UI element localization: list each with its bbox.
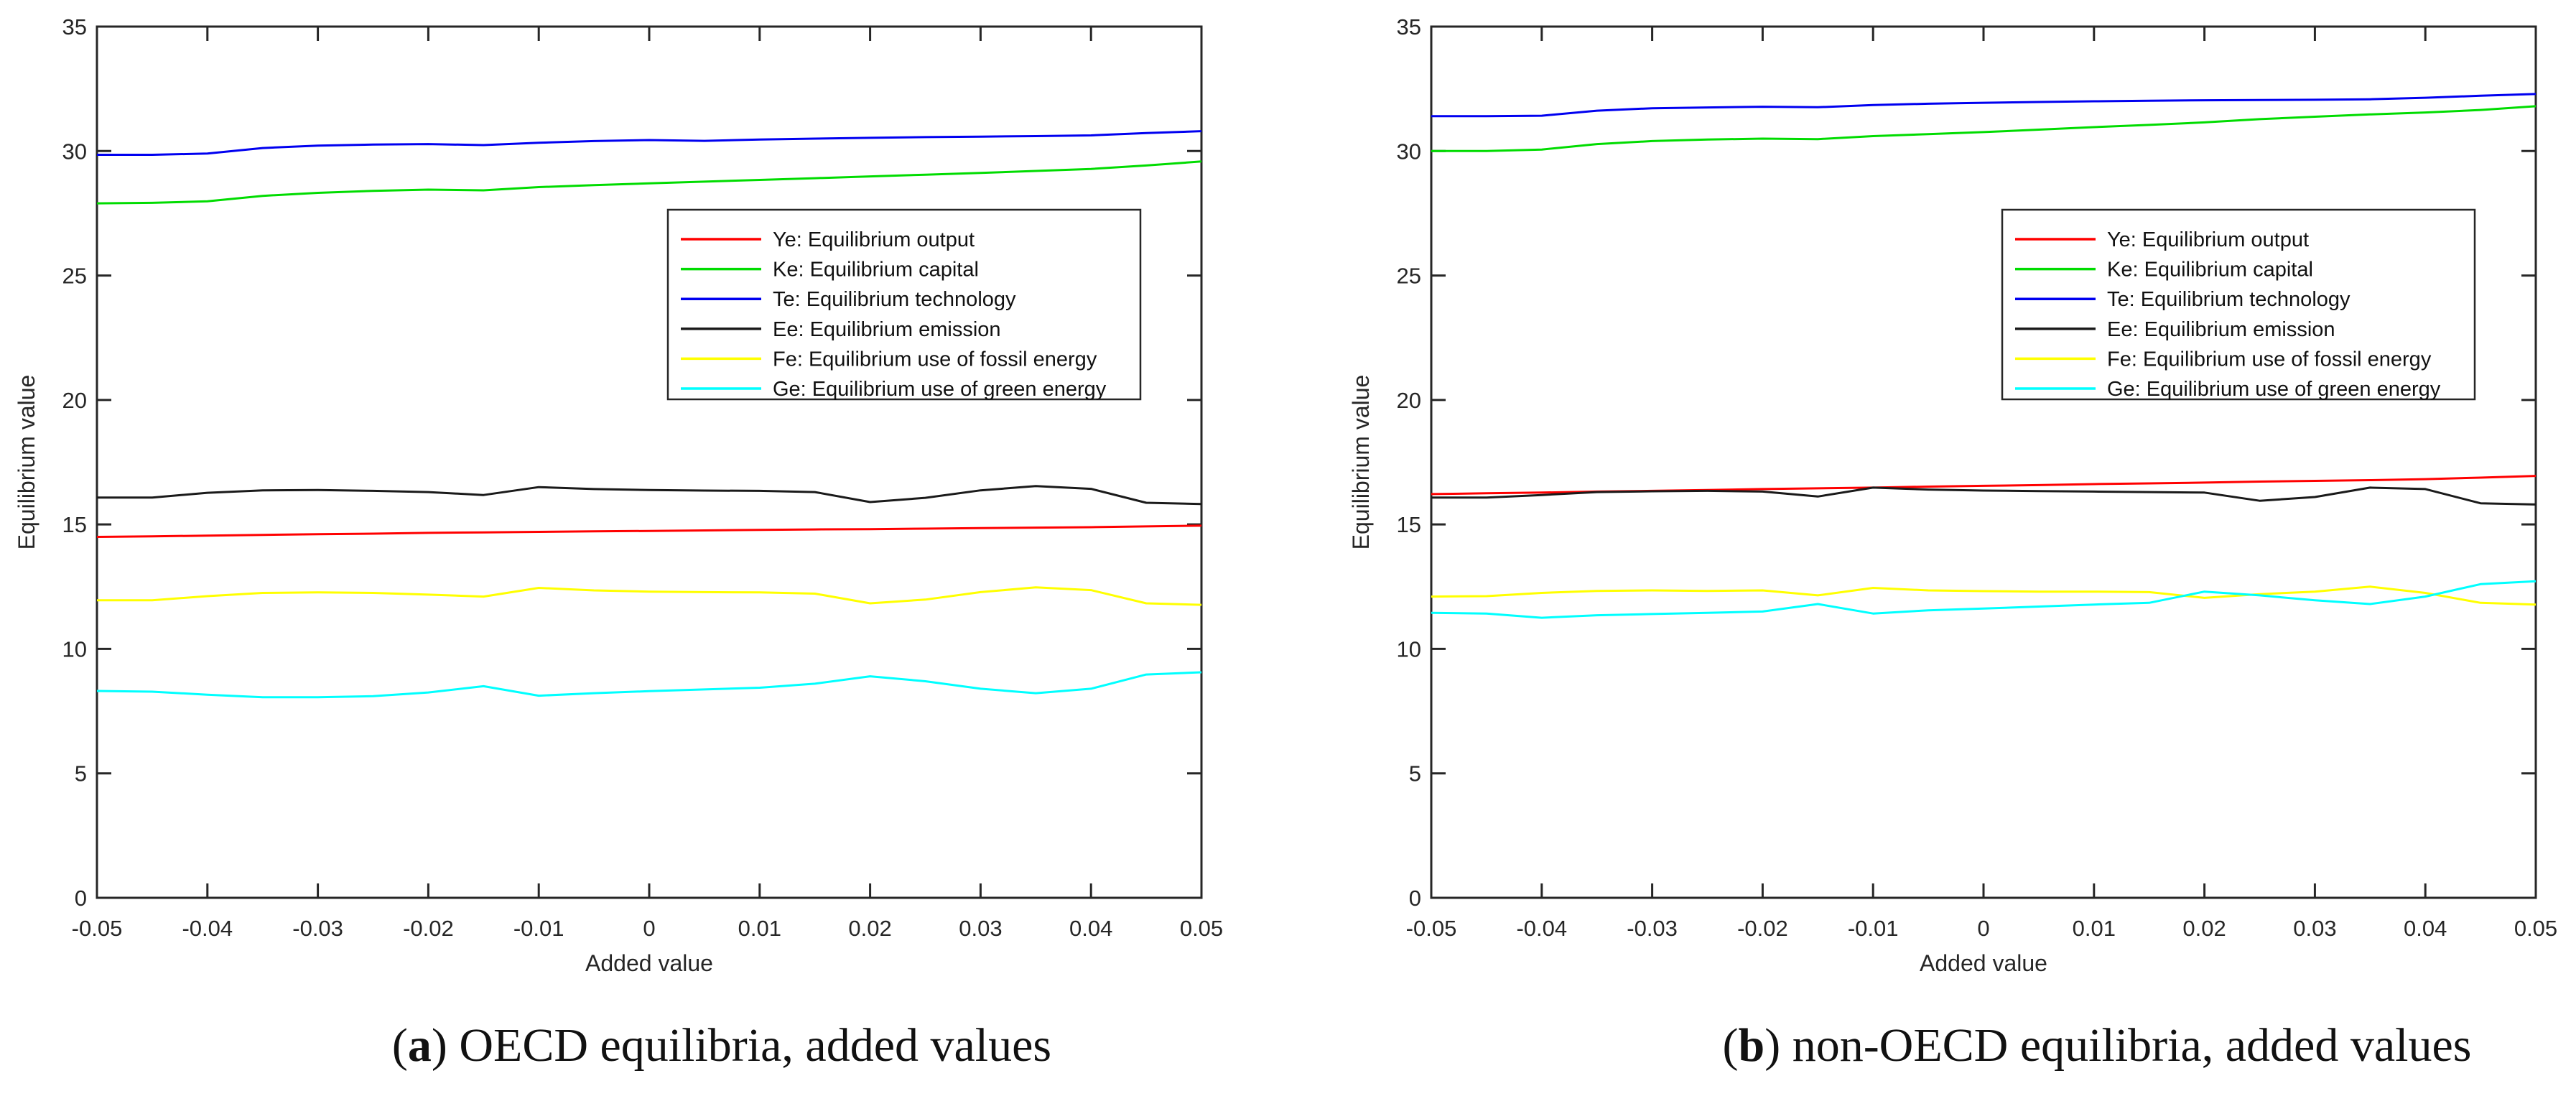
x-tick-label: 0.01 (738, 916, 781, 941)
caption-open: ( (1722, 1019, 1739, 1072)
series-line-Ge (1431, 580, 2537, 619)
x-tick-label: 0.04 (2404, 916, 2447, 941)
legend-label-Ge: Ge: Equilibrium use of green energy (773, 378, 1107, 401)
y-tick-label: 30 (1397, 139, 1421, 164)
x-tick-label: -0.03 (1627, 916, 1678, 941)
legend-box (2001, 208, 2476, 401)
y-tick-label: 10 (62, 636, 87, 662)
y-tick-label: 0 (75, 886, 87, 911)
y-tick-label: 5 (75, 761, 87, 786)
x-tick-label: 0 (1977, 916, 1989, 941)
y-tick-label: 25 (62, 264, 87, 289)
legend-label-Ee: Ee: Equilibrium emission (773, 318, 1001, 341)
caption-non-oecd: (b) non-OECD equilibria, added values (1591, 1018, 2576, 1073)
legend-label-Ke: Ke: Equilibrium capital (773, 259, 979, 282)
chart-oecd: -0.05 -0.04 -0.03 -0.02 -0.01 0 0.01 0.02 0.03 0.… (14, 14, 1223, 976)
caption-letter: b (1738, 1019, 1765, 1072)
chart-non-oecd: -0.05 -0.04 -0.03 -0.02 -0.01 0 0.01 0.02 0.03 0.… (1348, 14, 2557, 976)
y-tick-label: 15 (1397, 512, 1421, 537)
x-tick-label: 0.05 (1180, 916, 1223, 941)
x-axis-label: Added value (1920, 950, 2047, 976)
x-tick-label: -0.05 (72, 916, 123, 941)
series-line-Te (97, 130, 1202, 156)
caption-open: ( (391, 1019, 408, 1072)
series-line-Ke (96, 160, 1202, 205)
y-tick-label: 5 (1409, 761, 1421, 786)
series-line-Ge (96, 671, 1202, 699)
legend-label-Te: Te: Equilibrium technology (2107, 288, 2351, 311)
x-tick-label: -0.03 (292, 916, 343, 941)
x-tick-label: -0.02 (403, 916, 454, 941)
caption-text: non-OECD equilibria, added values (1780, 1019, 2472, 1072)
series-line-Ye (96, 524, 1202, 538)
panel-oecd: -0.05 -0.04 -0.03 -0.02 -0.01 0 0.01 0.02 0.03 0.… (0, 0, 1264, 1006)
plot-border (96, 25, 1203, 899)
series-line-Ke (1431, 105, 2537, 152)
y-tick-label: 20 (62, 388, 87, 413)
y-tick-label: 35 (1397, 14, 1421, 40)
caption-text: OECD equilibria, added values (447, 1019, 1052, 1072)
x-axis-label: Added value (585, 950, 713, 976)
plot-border (1430, 25, 2537, 899)
caption-close: ) (1764, 1019, 1781, 1072)
series-line-Ee (97, 485, 1202, 506)
legend-label-Ee: Ee: Equilibrium emission (2107, 318, 2335, 341)
x-tick-label: -0.01 (513, 916, 564, 941)
series-line-Ee (1431, 486, 2537, 506)
y-axis-label: Equilibrium value (1348, 375, 1374, 550)
legend-box (666, 208, 1142, 401)
series-line-Fe (97, 586, 1202, 606)
x-tick-label: 0 (643, 916, 655, 941)
y-tick-label: 20 (1397, 388, 1421, 413)
x-tick-label: -0.04 (182, 916, 233, 941)
caption-oecd: (a) OECD equilibria, added values (215, 1018, 1228, 1073)
x-tick-label: -0.04 (1516, 916, 1567, 941)
y-tick-label: 10 (1397, 636, 1421, 662)
x-tick-label: -0.02 (1737, 916, 1788, 941)
x-tick-label: -0.05 (1406, 916, 1457, 941)
x-tick-label: 0.05 (2514, 916, 2557, 941)
legend-label-Fe: Fe: Equilibrium use of fossil energy (2107, 348, 2432, 371)
caption-letter: a (407, 1019, 432, 1072)
y-axis-label: Equilibrium value (14, 375, 39, 550)
y-tick-label: 25 (1397, 264, 1421, 289)
legend-label-Ke: Ke: Equilibrium capital (2107, 259, 2313, 282)
y-tick-label: 15 (62, 512, 87, 537)
panel-non-oecd: -0.05 -0.04 -0.03 -0.02 -0.01 0 0.01 0.02 0.03 0.… (1334, 0, 2576, 1006)
y-tick-label: 35 (62, 14, 87, 40)
legend-label-Te: Te: Equilibrium technology (773, 288, 1016, 311)
legend-label-Fe: Fe: Equilibrium use of fossil energy (773, 348, 1097, 371)
y-tick-label: 0 (1409, 886, 1421, 911)
y-tick-label: 30 (62, 139, 87, 164)
series-line-Fe (1431, 585, 2537, 606)
caption-close: ) (431, 1019, 447, 1072)
legend-label-Ye: Ye: Equilibrium output (2107, 228, 2309, 251)
x-tick-label: -0.01 (1848, 916, 1899, 941)
x-tick-label: 0.01 (2073, 916, 2116, 941)
x-tick-label: 0.03 (959, 916, 1002, 941)
legend-label-Ye: Ye: Equilibrium output (773, 228, 975, 251)
x-tick-label: 0.03 (2293, 916, 2336, 941)
legend-label-Ge: Ge: Equilibrium use of green energy (2107, 378, 2441, 401)
series-line-Te (1431, 93, 2537, 118)
x-tick-label: 0.02 (848, 916, 891, 941)
x-tick-label: 0.02 (2182, 916, 2226, 941)
x-tick-label: 0.04 (1069, 916, 1112, 941)
